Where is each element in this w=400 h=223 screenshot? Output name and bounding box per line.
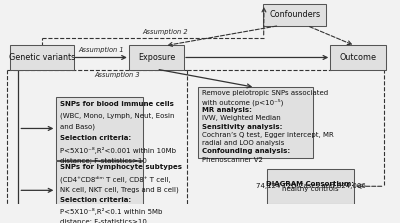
- Text: Confounding analysis:: Confounding analysis:: [202, 149, 290, 155]
- Text: SNPs for blood immune cells: SNPs for blood immune cells: [60, 101, 174, 107]
- Text: and Baso): and Baso): [60, 124, 95, 130]
- Text: Sensitivity analysis:: Sensitivity analysis:: [202, 124, 282, 130]
- Text: MR analysis:: MR analysis:: [202, 107, 252, 113]
- Text: Cochran’s Q test, Egger intercept, MR: Cochran’s Q test, Egger intercept, MR: [202, 132, 334, 138]
- Text: NK cell, NKT cell, Tregs and B cell): NK cell, NKT cell, Tregs and B cell): [60, 186, 179, 193]
- Text: IVW, Weighted Median: IVW, Weighted Median: [202, 115, 281, 121]
- Text: distance; F-statistics>10: distance; F-statistics>10: [60, 158, 147, 164]
- FancyBboxPatch shape: [263, 4, 326, 26]
- Text: (CD4⁺CD8ᵈⁱᵐ T cell, CD8⁺ T cell,: (CD4⁺CD8ᵈⁱᵐ T cell, CD8⁺ T cell,: [60, 175, 170, 183]
- Text: Outcome: Outcome: [339, 53, 376, 62]
- FancyBboxPatch shape: [267, 169, 354, 204]
- Text: healthy controls: healthy controls: [282, 186, 339, 192]
- Text: 74,124 T2D Cases and 824,006: 74,124 T2D Cases and 824,006: [256, 183, 365, 189]
- FancyBboxPatch shape: [198, 87, 313, 158]
- Text: Selection criteria:: Selection criteria:: [60, 135, 131, 141]
- FancyBboxPatch shape: [330, 45, 386, 70]
- Text: Genetic variants: Genetic variants: [9, 53, 75, 62]
- Text: P<5X10⁻⁸,R²<0.1 within 5Mb: P<5X10⁻⁸,R²<0.1 within 5Mb: [60, 208, 162, 215]
- Text: Remove pleiotropic SNPs associated: Remove pleiotropic SNPs associated: [202, 91, 328, 96]
- FancyBboxPatch shape: [128, 45, 184, 70]
- Text: DIAGRAM Consortium:: DIAGRAM Consortium:: [266, 181, 354, 187]
- Text: Exposure: Exposure: [138, 53, 175, 62]
- Text: with outcome (p<10⁻⁵): with outcome (p<10⁻⁵): [202, 99, 284, 106]
- FancyBboxPatch shape: [10, 45, 74, 70]
- Text: Selection criteria:: Selection criteria:: [60, 197, 131, 203]
- Text: Assumption 3: Assumption 3: [94, 72, 140, 78]
- Text: P<5X10⁻⁸,R²<0.001 within 10Mb: P<5X10⁻⁸,R²<0.001 within 10Mb: [60, 147, 176, 154]
- Text: Phenoscanner V2: Phenoscanner V2: [202, 157, 263, 163]
- FancyBboxPatch shape: [56, 97, 143, 159]
- FancyBboxPatch shape: [56, 161, 143, 220]
- Text: Assumption 1: Assumption 1: [78, 47, 124, 54]
- Text: distance; F-statistics>10: distance; F-statistics>10: [60, 219, 147, 223]
- Text: Confounders: Confounders: [269, 10, 320, 19]
- Text: radial and LOO analysis: radial and LOO analysis: [202, 140, 284, 146]
- Text: SNPs for lymphocyte subtypes: SNPs for lymphocyte subtypes: [60, 165, 182, 170]
- Text: (WBC, Mono, Lymph, Neut, Eosin: (WBC, Mono, Lymph, Neut, Eosin: [60, 113, 174, 119]
- Text: Assumption 2: Assumption 2: [142, 29, 188, 35]
